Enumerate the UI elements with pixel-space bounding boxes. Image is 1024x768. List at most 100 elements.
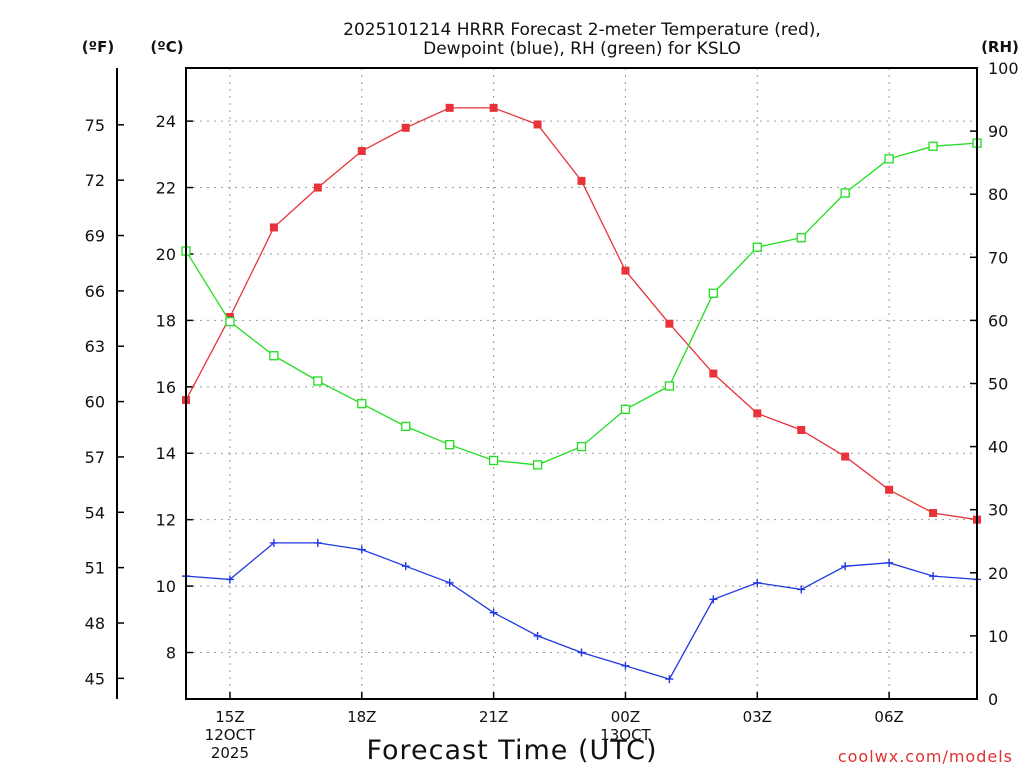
dewpoint-point — [445, 578, 454, 587]
rh-tick-label: 20 — [988, 564, 1008, 583]
fahrenheit-unit-label: (ºF) — [82, 38, 114, 56]
celsius-axis: 8 10 12 14 16 18 20 22 24 — [156, 112, 193, 663]
grid-lines — [186, 68, 977, 699]
plot-frame — [185, 67, 978, 700]
rh-point — [445, 440, 455, 450]
temperature-point — [357, 147, 366, 156]
time-tick-label: 13OCT — [600, 726, 651, 744]
rh-tick-label: 80 — [988, 185, 1008, 204]
rh-point — [620, 404, 631, 415]
temperature-point — [445, 103, 454, 112]
rh-tick-label: 40 — [988, 438, 1008, 457]
rh-tick-label: 100 — [988, 59, 1019, 78]
rh-point — [840, 188, 850, 198]
temperature-point — [489, 103, 498, 112]
celsius-tick-label: 24 — [156, 112, 176, 131]
chart-subtitle: Dewpoint (blue), RH (green) for KSLO — [423, 39, 741, 59]
celsius-tick-label: 10 — [156, 577, 176, 596]
temperature-point — [313, 183, 322, 192]
celsius-tick-label: 12 — [156, 511, 176, 530]
fahrenheit-tick-label: 51 — [85, 559, 105, 578]
rh-point — [313, 376, 323, 386]
dewpoint-point — [577, 648, 586, 657]
fahrenheit-tick-label: 54 — [85, 503, 105, 522]
fahrenheit-tick-label: 57 — [85, 448, 105, 467]
rh-point — [576, 441, 587, 452]
rh-point — [884, 154, 894, 164]
fahrenheit-tick-label: 60 — [85, 393, 105, 412]
rh-tick-label: 60 — [988, 311, 1008, 330]
temperature-point — [885, 485, 894, 494]
time-tick-label: 21Z — [479, 708, 508, 726]
x-axis-label: Forecast Time (UTC) — [366, 735, 657, 766]
temperature-point — [269, 223, 278, 232]
rh-point — [752, 242, 762, 252]
celsius-unit-label: (ºC) — [150, 38, 183, 56]
data-series — [181, 103, 982, 684]
temperature-line — [185, 107, 978, 521]
fahrenheit-axis: 45 48 51 54 57 60 63 66 69 72 75 — [85, 68, 124, 699]
time-tick-label: 12OCT — [205, 726, 256, 744]
rh-unit-label: (RH) — [981, 38, 1019, 56]
chart-title: 2025101214 HRRR Forecast 2-meter Tempera… — [343, 20, 821, 40]
fahrenheit-tick-label: 48 — [85, 614, 105, 633]
time-tick-label: 15Z — [215, 708, 244, 726]
rh-tick-label: 70 — [988, 248, 1008, 267]
dewpoint-point — [313, 538, 322, 547]
rh-point — [928, 141, 938, 151]
temperature-point — [753, 409, 762, 418]
rh-point — [796, 233, 806, 243]
fahrenheit-tick-label: 66 — [85, 282, 105, 301]
temperature-point — [841, 452, 850, 461]
time-tick-label: 18Z — [347, 708, 376, 726]
temperature-point — [797, 425, 806, 434]
rh-tick-label: 0 — [988, 690, 998, 709]
dewpoint-point — [709, 595, 718, 604]
dewpoint-point — [269, 538, 278, 547]
time-tick-label: 00Z — [611, 708, 640, 726]
temperature-point — [577, 176, 586, 185]
dewpoint-point — [489, 608, 498, 617]
rh-axis: 0 10 20 30 40 50 60 70 80 90 100 — [970, 59, 1019, 709]
celsius-tick-label: 16 — [156, 378, 176, 397]
rh-tick-label: 30 — [988, 501, 1008, 520]
time-tick-label: 06Z — [874, 708, 903, 726]
celsius-tick-label: 22 — [156, 179, 176, 198]
dewpoint-point — [665, 675, 674, 684]
rh-point — [488, 455, 499, 466]
fahrenheit-tick-label: 63 — [85, 337, 105, 356]
temperature-point — [709, 369, 718, 378]
rh-point — [401, 421, 411, 432]
rh-point — [708, 288, 718, 298]
dewpoint-point — [929, 572, 938, 581]
dewpoint-point — [841, 562, 850, 571]
rh-point — [269, 351, 279, 361]
temperature-point — [621, 266, 630, 275]
rh-line — [185, 142, 978, 466]
celsius-tick-label: 14 — [156, 444, 176, 463]
celsius-tick-label: 20 — [156, 245, 176, 264]
dewpoint-point — [533, 631, 542, 640]
temperature-point — [929, 509, 938, 518]
celsius-tick-label: 8 — [166, 644, 176, 663]
temperature-point — [665, 319, 674, 328]
rh-point — [357, 399, 367, 409]
dewpoint-point — [621, 661, 630, 670]
dewpoint-point — [885, 558, 894, 567]
fahrenheit-tick-label: 45 — [85, 669, 105, 688]
rh-point — [664, 381, 675, 391]
dewpoint-line — [185, 542, 978, 680]
dewpoint-point — [797, 585, 806, 594]
rh-tick-label: 90 — [988, 122, 1008, 141]
celsius-tick-label: 18 — [156, 311, 176, 330]
dewpoint-point — [401, 562, 410, 571]
time-tick-label: 2025 — [211, 744, 249, 762]
temperature-point — [401, 123, 410, 132]
temperature-point — [533, 120, 542, 129]
time-tick-label: 03Z — [743, 708, 772, 726]
fahrenheit-tick-label: 69 — [85, 227, 105, 246]
rh-point — [532, 460, 543, 470]
rh-point — [225, 317, 235, 327]
dewpoint-point — [225, 575, 234, 584]
